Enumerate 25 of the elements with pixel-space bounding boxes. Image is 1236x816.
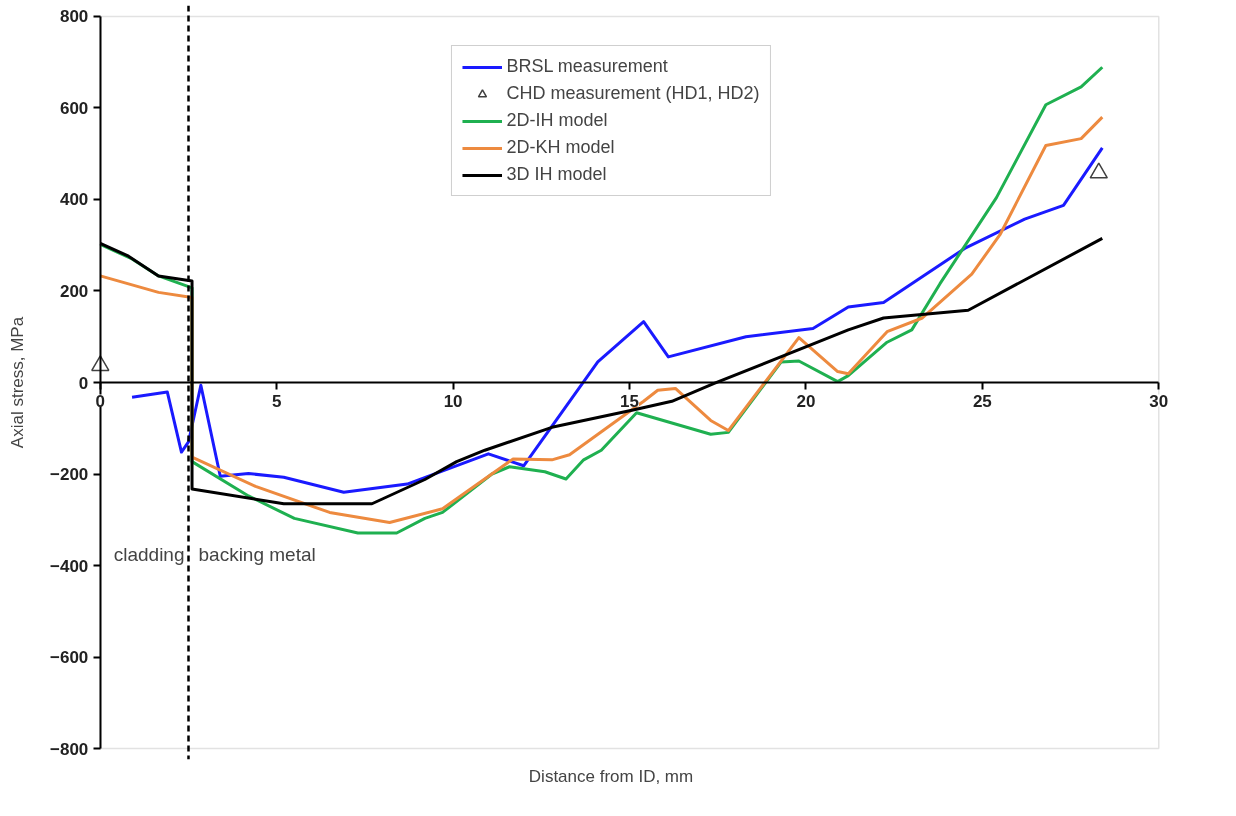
y-tick-label: −200 — [50, 465, 89, 484]
legend-label: CHD measurement (HD1, HD2) — [506, 83, 760, 104]
x-tick-label: 30 — [1149, 391, 1169, 411]
y-tick-label: 0 — [78, 373, 89, 393]
x-tick-label: 5 — [271, 391, 282, 411]
y-tick-label: −400 — [50, 556, 89, 576]
y-tick-label: 400 — [59, 190, 89, 210]
x-tick-label: 10 — [443, 391, 463, 411]
x-tick-label: 15 — [620, 391, 639, 411]
x-tick-label: 25 — [972, 391, 992, 411]
y-tick-label: 600 — [59, 98, 89, 118]
legend-label: 2D-IH model — [506, 110, 608, 131]
y-tick-label: −600 — [50, 648, 89, 668]
legend-label: BRSL measurement — [506, 56, 668, 77]
x-axis-title: Distance from ID, mm — [528, 766, 694, 786]
annotation: backing metal — [198, 544, 316, 565]
x-tick-label: 0 — [95, 391, 106, 411]
legend-label: 3D IH model — [506, 164, 607, 185]
annotation: cladding — [113, 544, 185, 565]
y-axis-title: Axial stress, MPa — [7, 316, 27, 449]
legend-label: 2D-KH model — [506, 137, 615, 158]
y-tick-label: 200 — [59, 282, 89, 301]
x-tick-label: 20 — [796, 391, 816, 411]
y-tick-label: −800 — [50, 739, 89, 759]
y-tick-label: 800 — [59, 7, 89, 27]
